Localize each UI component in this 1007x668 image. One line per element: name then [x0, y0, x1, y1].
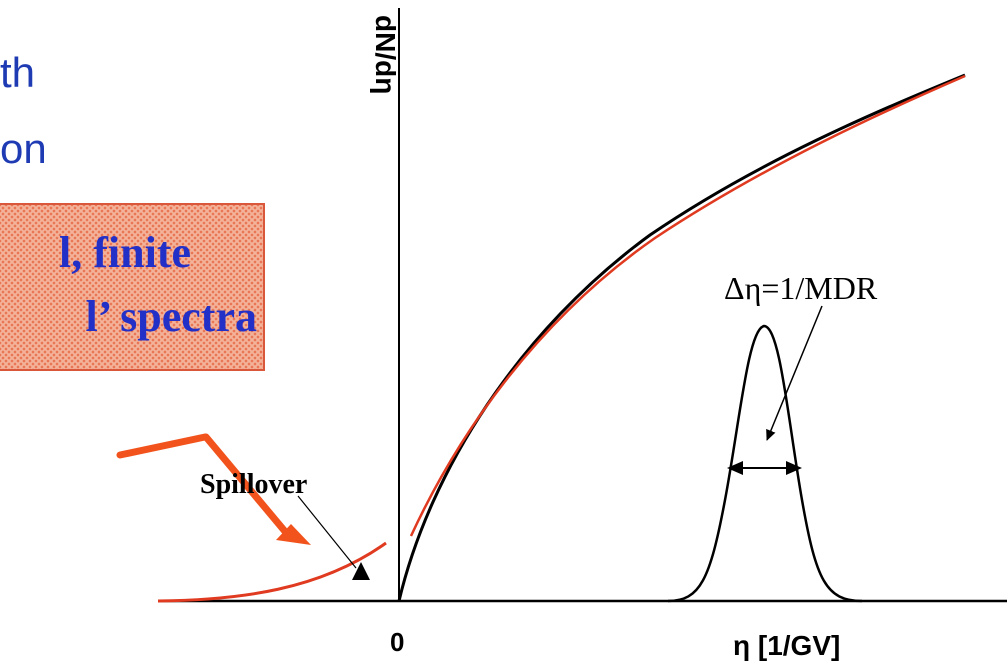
- annotation-line-1: l, finite: [59, 228, 191, 277]
- width-arrow-left-head: [727, 461, 743, 475]
- origin-label: 0: [390, 627, 404, 657]
- spillover-marker: [352, 562, 370, 580]
- callout-arrow-head: [276, 524, 311, 545]
- width-arrow-right-head: [786, 461, 802, 475]
- callout-arrow-tail: [116, 433, 209, 459]
- measured-spectrum-curve: [409, 74, 966, 537]
- y-axis-label: dN/dη: [370, 15, 401, 94]
- resolution-peak: [667, 324, 863, 603]
- annotation-line-2: l’ spectra: [85, 292, 257, 341]
- resolution-label: Δη=1/MDR: [724, 270, 878, 306]
- fragment-text-line-2: on: [0, 125, 47, 172]
- resolution-pointer: [766, 305, 823, 441]
- fragment-text-line-1: th: [0, 49, 36, 96]
- spillover-label: Spillover: [200, 469, 307, 500]
- x-axis-label: η [1/GV]: [733, 630, 840, 661]
- spillover-curve: [157, 541, 387, 603]
- true-spectrum-curve: [397, 73, 966, 602]
- annotation-box: l, finite l’ spectra: [0, 203, 265, 371]
- spillover-pointer: [297, 495, 357, 569]
- callout-arrow-line: [202, 433, 292, 539]
